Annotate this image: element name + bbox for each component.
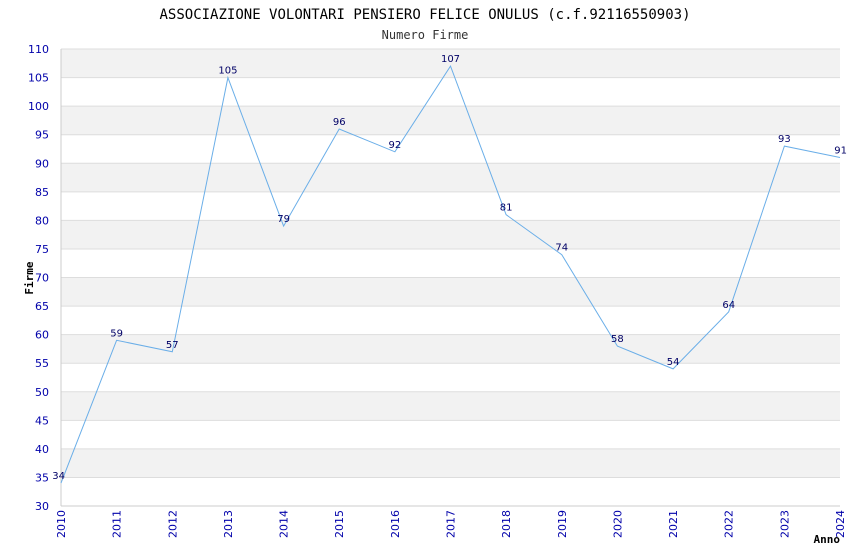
grid-band: [61, 220, 840, 249]
y-tick-label: 105: [28, 72, 49, 85]
data-label: 91: [834, 146, 847, 157]
data-label: 79: [277, 214, 290, 225]
series: [60, 64, 841, 484]
x-tick-labels: 2010 2011 2012 2013 2014 2015 2016 2017 2018 2019…: [55, 510, 847, 538]
y-tick-label: 30: [35, 500, 49, 513]
data-label: 105: [218, 66, 237, 77]
y-tick-label: 85: [35, 186, 49, 199]
background-bands: [61, 49, 840, 478]
y-tick-label: 45: [35, 414, 49, 427]
grid-band: [61, 49, 840, 78]
data-label: 64: [722, 300, 735, 311]
x-tick-label: 2015: [333, 510, 346, 538]
x-tick-label: 2020: [611, 510, 624, 538]
y-tick-label: 75: [35, 243, 49, 256]
x-tick-label: 2023: [778, 510, 791, 538]
data-label: 93: [778, 134, 791, 145]
grid-band: [61, 277, 840, 307]
data-label: 59: [110, 328, 123, 339]
y-tick-label: 55: [35, 357, 49, 370]
x-tick-label: 2024: [834, 510, 847, 538]
series-line: [60, 64, 841, 484]
y-tick-labels: 30 35 40 45 50 55 60 65 70 75 80 85 90 95 100 105 110: [28, 43, 49, 513]
y-tick-label: 100: [28, 100, 49, 113]
data-label: 54: [667, 357, 680, 368]
y-tick-label: 70: [35, 272, 49, 285]
y-tick-label: 90: [35, 157, 49, 170]
x-tick-label: 2011: [111, 510, 124, 538]
data-label: 96: [333, 117, 346, 128]
y-axis-label: Firme: [23, 261, 36, 294]
x-tick-label: 2017: [445, 510, 458, 538]
data-label: 58: [611, 334, 624, 345]
x-tick-label: 2021: [667, 510, 680, 538]
y-tick-label: 35: [35, 471, 49, 484]
x-tick-label: 2022: [723, 510, 736, 538]
grid-band: [61, 163, 840, 192]
x-tick-label: 2010: [55, 510, 68, 538]
x-tick-label: 2019: [556, 510, 569, 538]
grid-band: [61, 106, 840, 135]
data-label: 81: [500, 203, 513, 214]
data-label: 34: [52, 471, 65, 482]
axes: [60, 49, 840, 507]
chart-subtitle: Numero Firme: [382, 28, 469, 42]
x-tick-label: 2013: [222, 510, 235, 538]
data-label: 92: [388, 140, 401, 151]
data-labels: 34 59 57 105 79 96 92 107 81 74 58 54 64 93 91: [52, 54, 847, 482]
data-label: 107: [441, 54, 460, 65]
data-label: 74: [555, 243, 568, 254]
grid-band: [61, 334, 840, 364]
y-tick-label: 110: [28, 43, 49, 56]
x-tick-label: 2014: [278, 510, 291, 538]
y-tick-label: 40: [35, 443, 49, 456]
gridlines: [61, 48, 840, 507]
data-label: 57: [166, 340, 179, 351]
y-tick-label: 50: [35, 386, 49, 399]
x-axis-label: Anno: [814, 533, 841, 546]
y-tick-label: 65: [35, 300, 49, 313]
grid-band: [61, 448, 840, 478]
x-tick-label: 2016: [389, 510, 402, 538]
y-tick-label: 80: [35, 214, 49, 227]
x-tick-label: 2012: [166, 510, 179, 538]
x-tick-label: 2018: [500, 510, 513, 538]
chart-title: ASSOCIAZIONE VOLONTARI PENSIERO FELICE O…: [159, 7, 690, 23]
grid-band: [61, 391, 840, 421]
y-tick-label: 60: [35, 329, 49, 342]
y-tick-label: 95: [35, 129, 49, 142]
